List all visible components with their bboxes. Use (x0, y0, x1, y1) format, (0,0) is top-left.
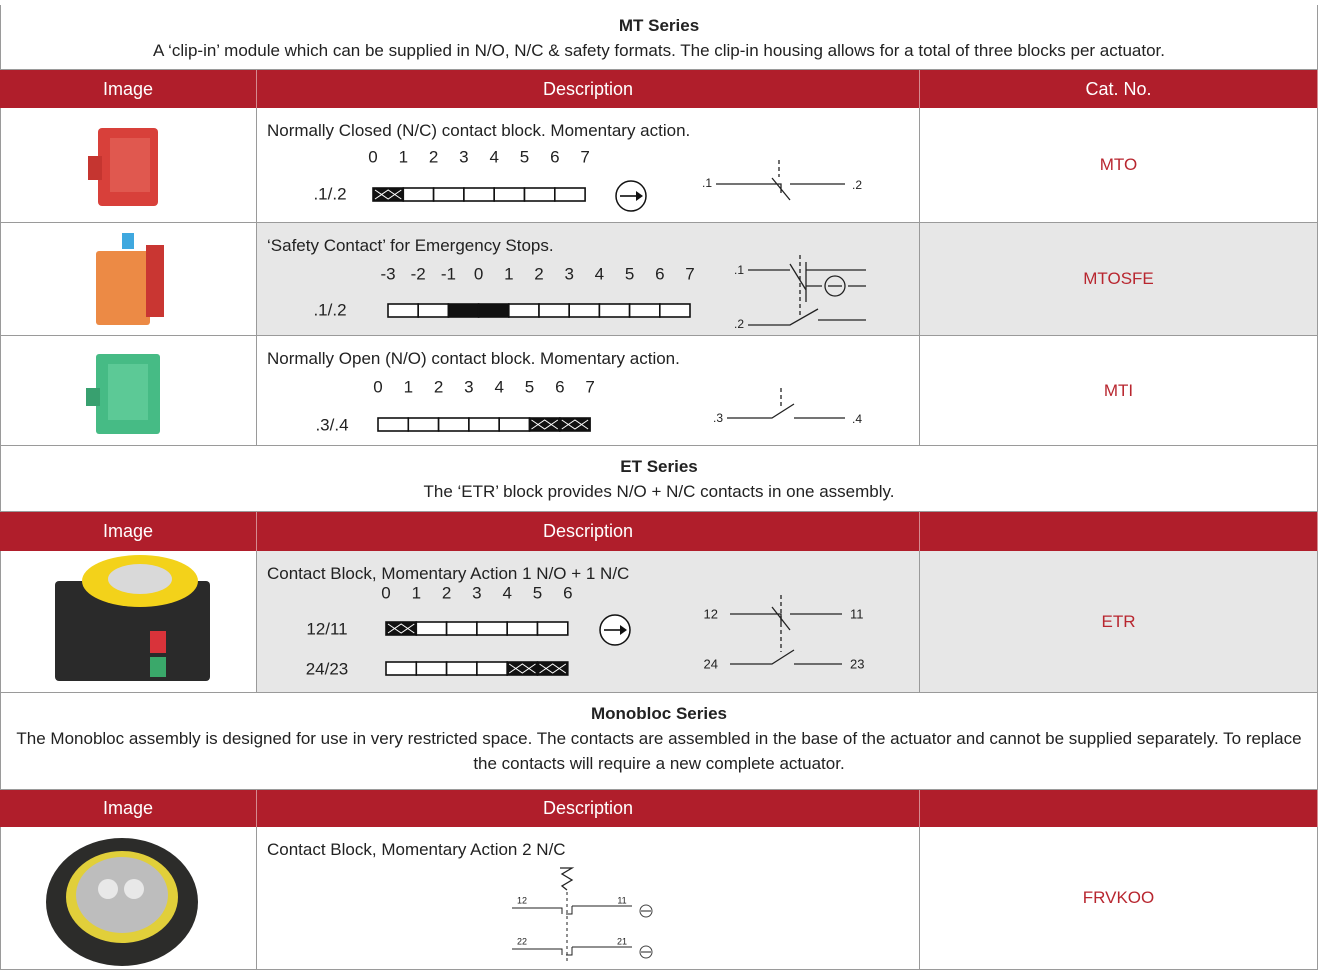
column-header: Image (0, 70, 257, 108)
description: Contact Block, Momentary Action 2 N/C (267, 840, 566, 859)
section-name: MT Series (618, 16, 700, 35)
cat-no: MTOSFE (1083, 269, 1154, 288)
description-cell: ‘Safety Contact’ for Emergency Stops. (257, 223, 920, 336)
cat-no-cell: MTI (920, 336, 1318, 446)
section-description: A ‘clip-in’ module which can be supplied… (153, 41, 1165, 60)
cat-no: FRVKOO (1082, 888, 1155, 907)
section-name: ET Series (620, 457, 698, 476)
image-cell (0, 551, 257, 693)
section-description: The Monobloc assembly is designed for us… (16, 729, 1302, 773)
header-text: Cat. No. (1085, 78, 1152, 99)
description: Normally Open (N/O) contact block. Momen… (267, 349, 680, 368)
column-header: Description (257, 70, 920, 108)
column-header (920, 512, 1318, 551)
section-title: MT Series A ‘clip-in’ module which can be… (0, 5, 1318, 70)
description: ‘Safety Contact’ for Emergency Stops. (267, 236, 554, 255)
column-header: Cat. No. (920, 70, 1318, 108)
header-text: Description (542, 521, 634, 541)
description-cell: Contact Block, Momentary Action 1 N/O + … (257, 551, 920, 693)
image-cell (0, 223, 257, 336)
column-header: Description (257, 790, 920, 827)
header-text: Image (102, 798, 154, 818)
header-text: Image (102, 521, 154, 541)
description: Normally Closed (N/C) contact block. Mom… (267, 121, 691, 140)
column-header: Image (0, 790, 257, 827)
section-title: Monobloc Series The Monobloc assembly is … (0, 693, 1318, 790)
section-title: ET Series The ‘ETR’ block provides N/O + … (0, 446, 1318, 512)
cat-no: MTO (1099, 155, 1138, 174)
header-text: Image (102, 78, 154, 99)
section-name: Monobloc Series (590, 704, 728, 723)
cat-no-cell: FRVKOO (920, 827, 1318, 970)
description-cell: Normally Open (N/O) contact block. Momen… (257, 336, 920, 446)
image-cell (0, 108, 257, 223)
header-text: Description (542, 78, 634, 99)
description: Contact Block, Momentary Action 1 N/O + … (267, 564, 630, 583)
description-cell: Normally Closed (N/C) contact block. Mom… (257, 108, 920, 223)
section-description: The ‘ETR’ block provides N/O + N/C conta… (423, 482, 895, 501)
header-text: Description (542, 798, 634, 818)
column-header: Description (257, 512, 920, 551)
image-cell (0, 827, 257, 970)
cat-no-cell: ETR (920, 551, 1318, 693)
cat-no: MTI (1103, 380, 1134, 400)
image-cell (0, 336, 257, 446)
description-cell: Contact Block, Momentary Action 2 N/C (257, 827, 920, 970)
cat-no-cell: MTOSFE (920, 223, 1318, 336)
cat-no: ETR (1101, 611, 1136, 631)
cat-no-cell: MTO (920, 108, 1318, 223)
column-header: Image (0, 512, 257, 551)
column-header (920, 790, 1318, 827)
